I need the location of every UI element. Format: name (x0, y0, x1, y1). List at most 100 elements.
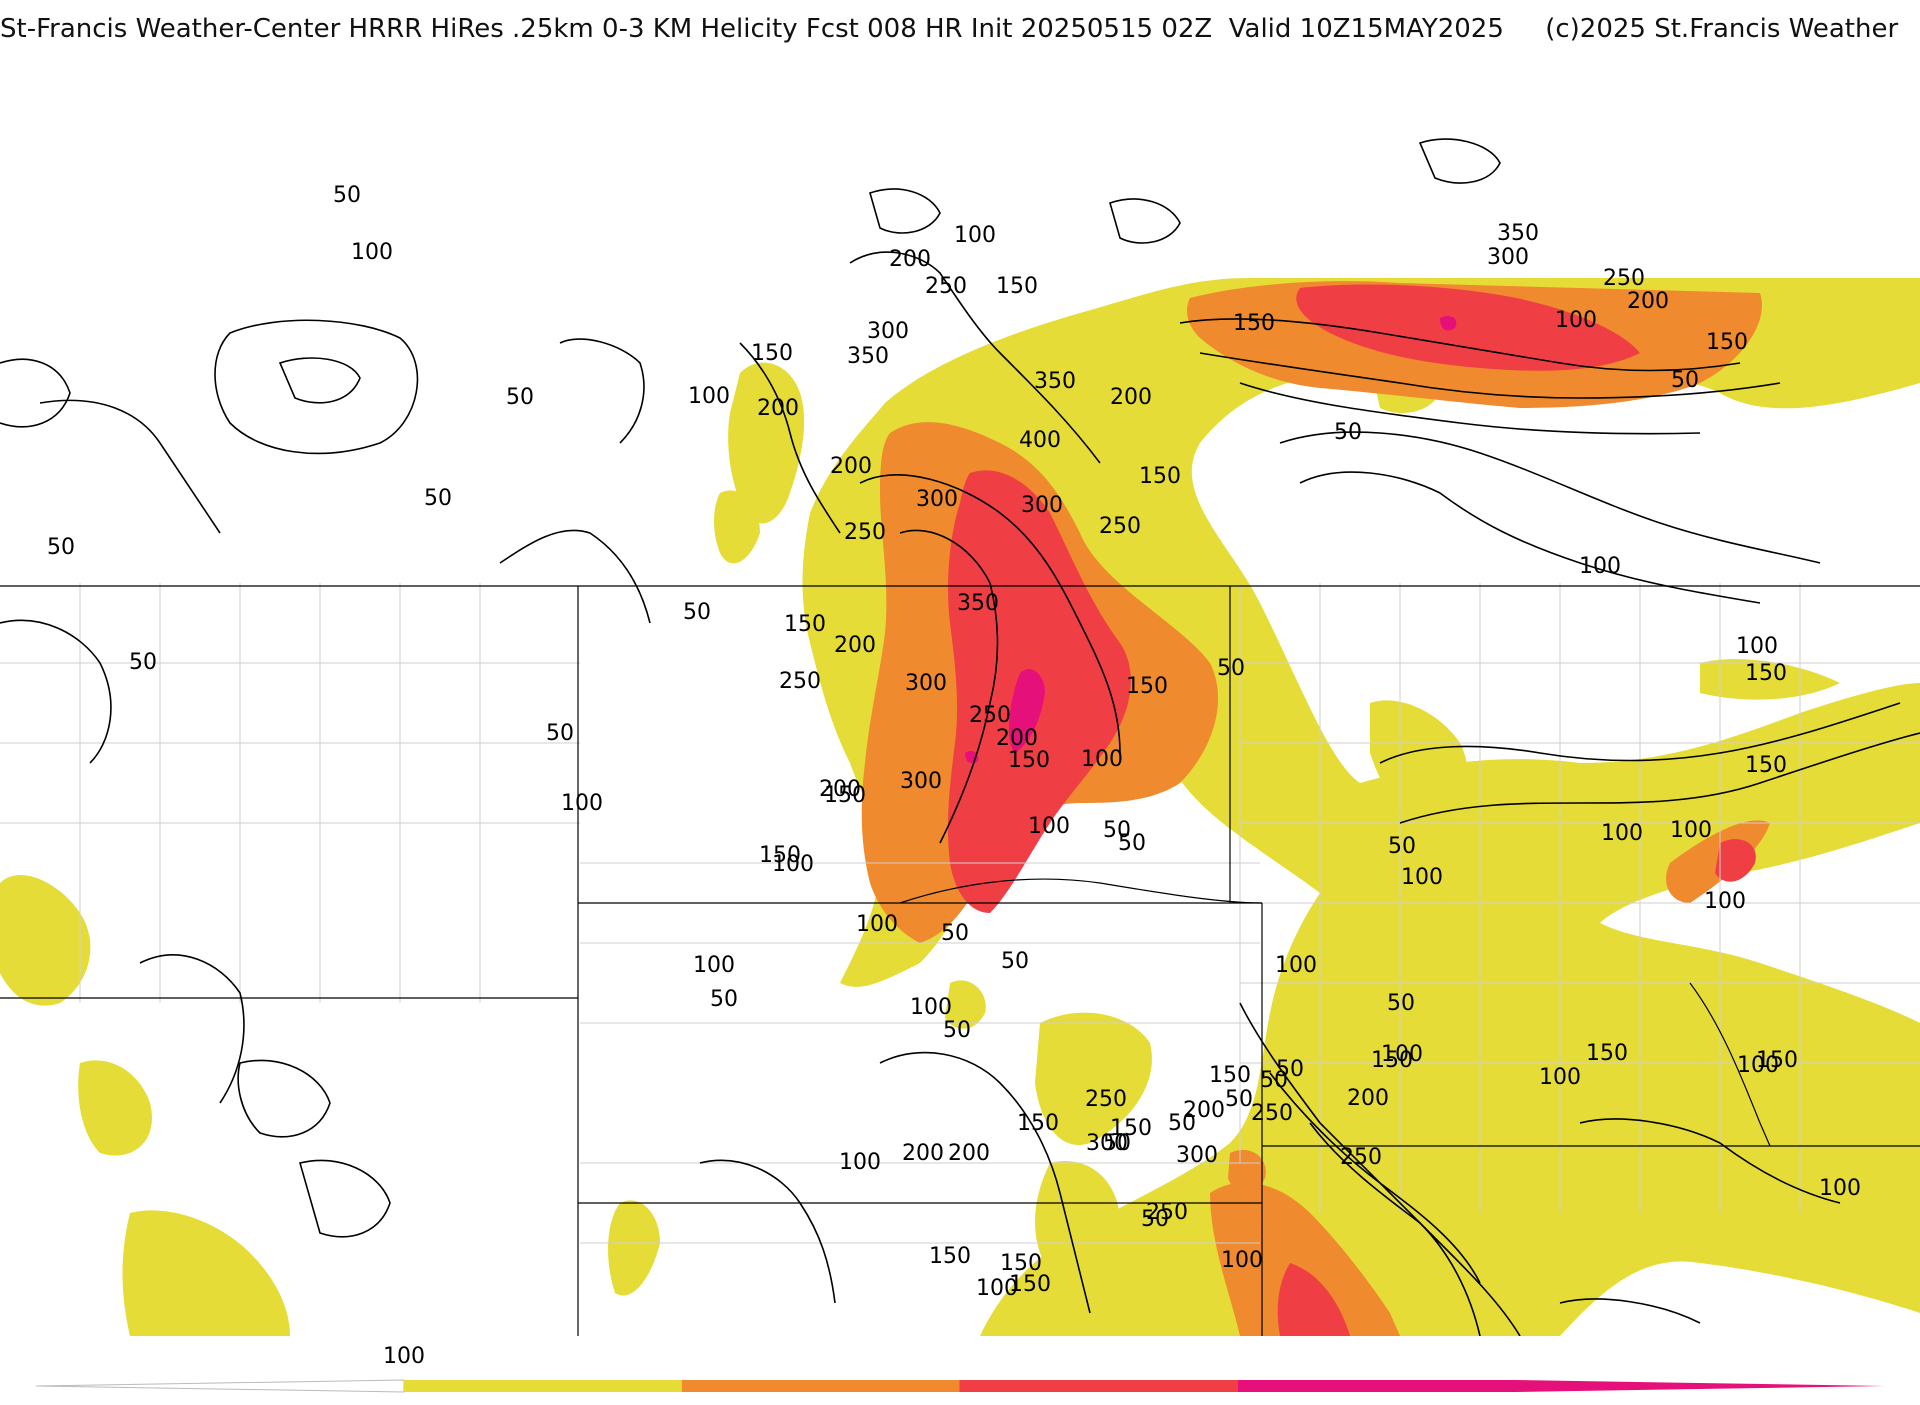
contour-label: 100 (688, 384, 730, 409)
contour-label: 50 (1671, 368, 1699, 393)
contour-label: 400 (1019, 428, 1061, 453)
contour-label: 200 (1110, 385, 1152, 410)
contour-label: 200 (996, 726, 1038, 751)
contour-label: 350 (1034, 369, 1076, 394)
contour-label: 150 (1706, 330, 1748, 355)
contour-label: 200 (830, 454, 872, 479)
contour-label: 250 (1251, 1101, 1293, 1126)
contour-label: 50 (1141, 1207, 1169, 1232)
contour-label: 300 (905, 671, 947, 696)
contour-label: 50 (1225, 1087, 1253, 1112)
contour-label: 100 (1737, 1053, 1779, 1078)
contour-label: 300 (900, 769, 942, 794)
contour-label: 150 (996, 274, 1038, 299)
contour-label: 50 (1388, 834, 1416, 859)
map-title: St-Francis Weather-Center HRRR HiRes .25… (0, 14, 1899, 44)
contour-label: 50 (424, 486, 452, 511)
political-borders (0, 585, 1920, 1336)
contour-label: 250 (1146, 1200, 1188, 1225)
contour-label: 200 (757, 396, 799, 421)
contour-label: 50 (1334, 420, 1362, 445)
contour-label: 50 (941, 921, 969, 946)
contour-label: 300 (1086, 1131, 1128, 1156)
contour-label: 50 (1260, 1068, 1288, 1093)
colorbar-segment (959, 1380, 1238, 1392)
contour-label: 100 (910, 995, 952, 1020)
contour-label: 100 (1081, 747, 1123, 772)
contour-label: 150 (1209, 1063, 1251, 1088)
contour-label: 50 (1276, 1057, 1304, 1082)
contour-label: 150 (1745, 753, 1787, 778)
contour-label: 150 (784, 612, 826, 637)
helicity-map: 50 100 100 200 250 150 300 350 150 100 50 200 350 200… (0, 63, 1920, 1336)
contour-label: 150 (1745, 661, 1787, 686)
contour-label: 350 (847, 344, 889, 369)
contour-label: 300 (1021, 493, 1063, 518)
contour-label: 100 (1736, 634, 1778, 659)
colorbar-segment (681, 1380, 960, 1392)
contour-label: 150 (1126, 674, 1168, 699)
contour-label: 150 (751, 341, 793, 366)
contour-label: 100 (1819, 1176, 1861, 1201)
contour-label: 300 (1487, 245, 1529, 270)
contour-label: 100 (1539, 1065, 1581, 1090)
contour-label: 150 (1139, 464, 1181, 489)
contour-label: 50 (943, 1018, 971, 1043)
contour-label: 50 (333, 183, 361, 208)
contour-label: 150 (1000, 1251, 1042, 1276)
contour-label: 100 (1275, 953, 1317, 978)
contour-label: 150 (759, 843, 801, 868)
contour-label: 150 (1009, 1272, 1051, 1297)
contour-label: 150 (1233, 311, 1275, 336)
contour-label: 150 (824, 783, 866, 808)
contour-label: 100 (1579, 554, 1621, 579)
contour-label: 100 (561, 791, 603, 816)
contour-label: 100 (976, 1276, 1018, 1301)
contour-label: 300 (1176, 1143, 1218, 1168)
contour-label: 100 (351, 240, 393, 265)
contour-label: 50 (546, 721, 574, 746)
contour-label: 150 (1586, 1041, 1628, 1066)
contour-label: 100 (1028, 814, 1070, 839)
contour-label: 250 (969, 703, 1011, 728)
contour-label: 150 (1017, 1111, 1059, 1136)
colorbar-segment (1237, 1380, 1515, 1392)
colorbar-high-triangle (1515, 1380, 1885, 1392)
contour-label: 250 (1099, 514, 1141, 539)
contour-label: 100 (1601, 821, 1643, 846)
contour-label: 250 (1085, 1087, 1127, 1112)
contour-label: 300 (867, 319, 909, 344)
contour-label: 50 (710, 987, 738, 1012)
contour-label: 250 (844, 520, 886, 545)
contour-label: 100 (1401, 865, 1443, 890)
contour-label: 100 (1221, 1248, 1263, 1273)
contour-label: 50 (129, 650, 157, 675)
contour-label: 350 (957, 591, 999, 616)
contour-label: 50 (1118, 831, 1146, 856)
contour-label: 250 (779, 669, 821, 694)
contour-label: 250 (925, 274, 967, 299)
contour-label: 100 (772, 852, 814, 877)
colorbar-segments (404, 1380, 1885, 1392)
contour-label: 50 (506, 385, 534, 410)
contour-label: 150 (1110, 1116, 1152, 1141)
contour-label: 50 (683, 600, 711, 625)
contour-label: 100 (1555, 308, 1597, 333)
contour-label: 200 (819, 777, 861, 802)
contour-label: 100 (1670, 818, 1712, 843)
contour-label: 50 (1168, 1111, 1196, 1136)
contour-label: 50 (1217, 656, 1245, 681)
contour-label: 200 (1183, 1098, 1225, 1123)
contour-label: 50 (1387, 991, 1415, 1016)
contour-label: 100 (1704, 889, 1746, 914)
contour-label: 300 (916, 487, 958, 512)
colorbar-segment (404, 1380, 682, 1392)
contour-label: 100 (839, 1150, 881, 1175)
contour-label: 50 (1103, 1131, 1131, 1156)
contour-label: 100 (1381, 1042, 1423, 1067)
contour-label: 150 (1371, 1048, 1413, 1073)
contour-label: 250 (1603, 266, 1645, 291)
contour-label: 150 (929, 1244, 971, 1269)
